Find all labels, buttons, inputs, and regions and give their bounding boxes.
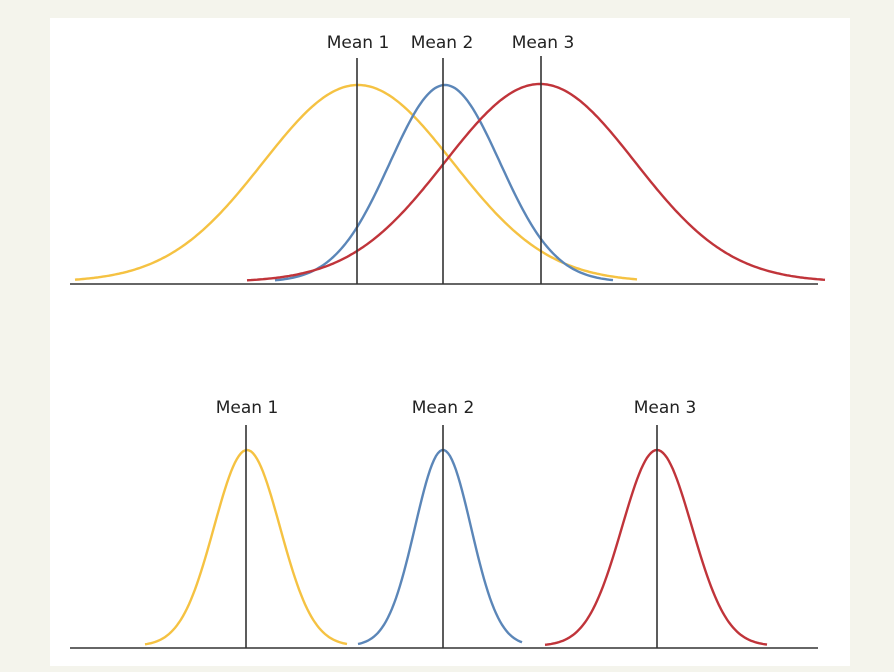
mean-label: Mean 3 [512,33,575,53]
mean-label: Mean 3 [634,398,697,418]
mean-label: Mean 2 [411,33,474,53]
bell-curve [274,83,614,282]
bell-curve [357,448,523,646]
bell-curve [246,82,826,282]
mean-label: Mean 2 [412,398,475,418]
bell-curve [74,83,638,281]
panel [50,18,850,666]
mean-label: Mean 1 [327,33,390,53]
mean-label: Mean 1 [216,398,279,418]
bell-curve [544,448,768,646]
